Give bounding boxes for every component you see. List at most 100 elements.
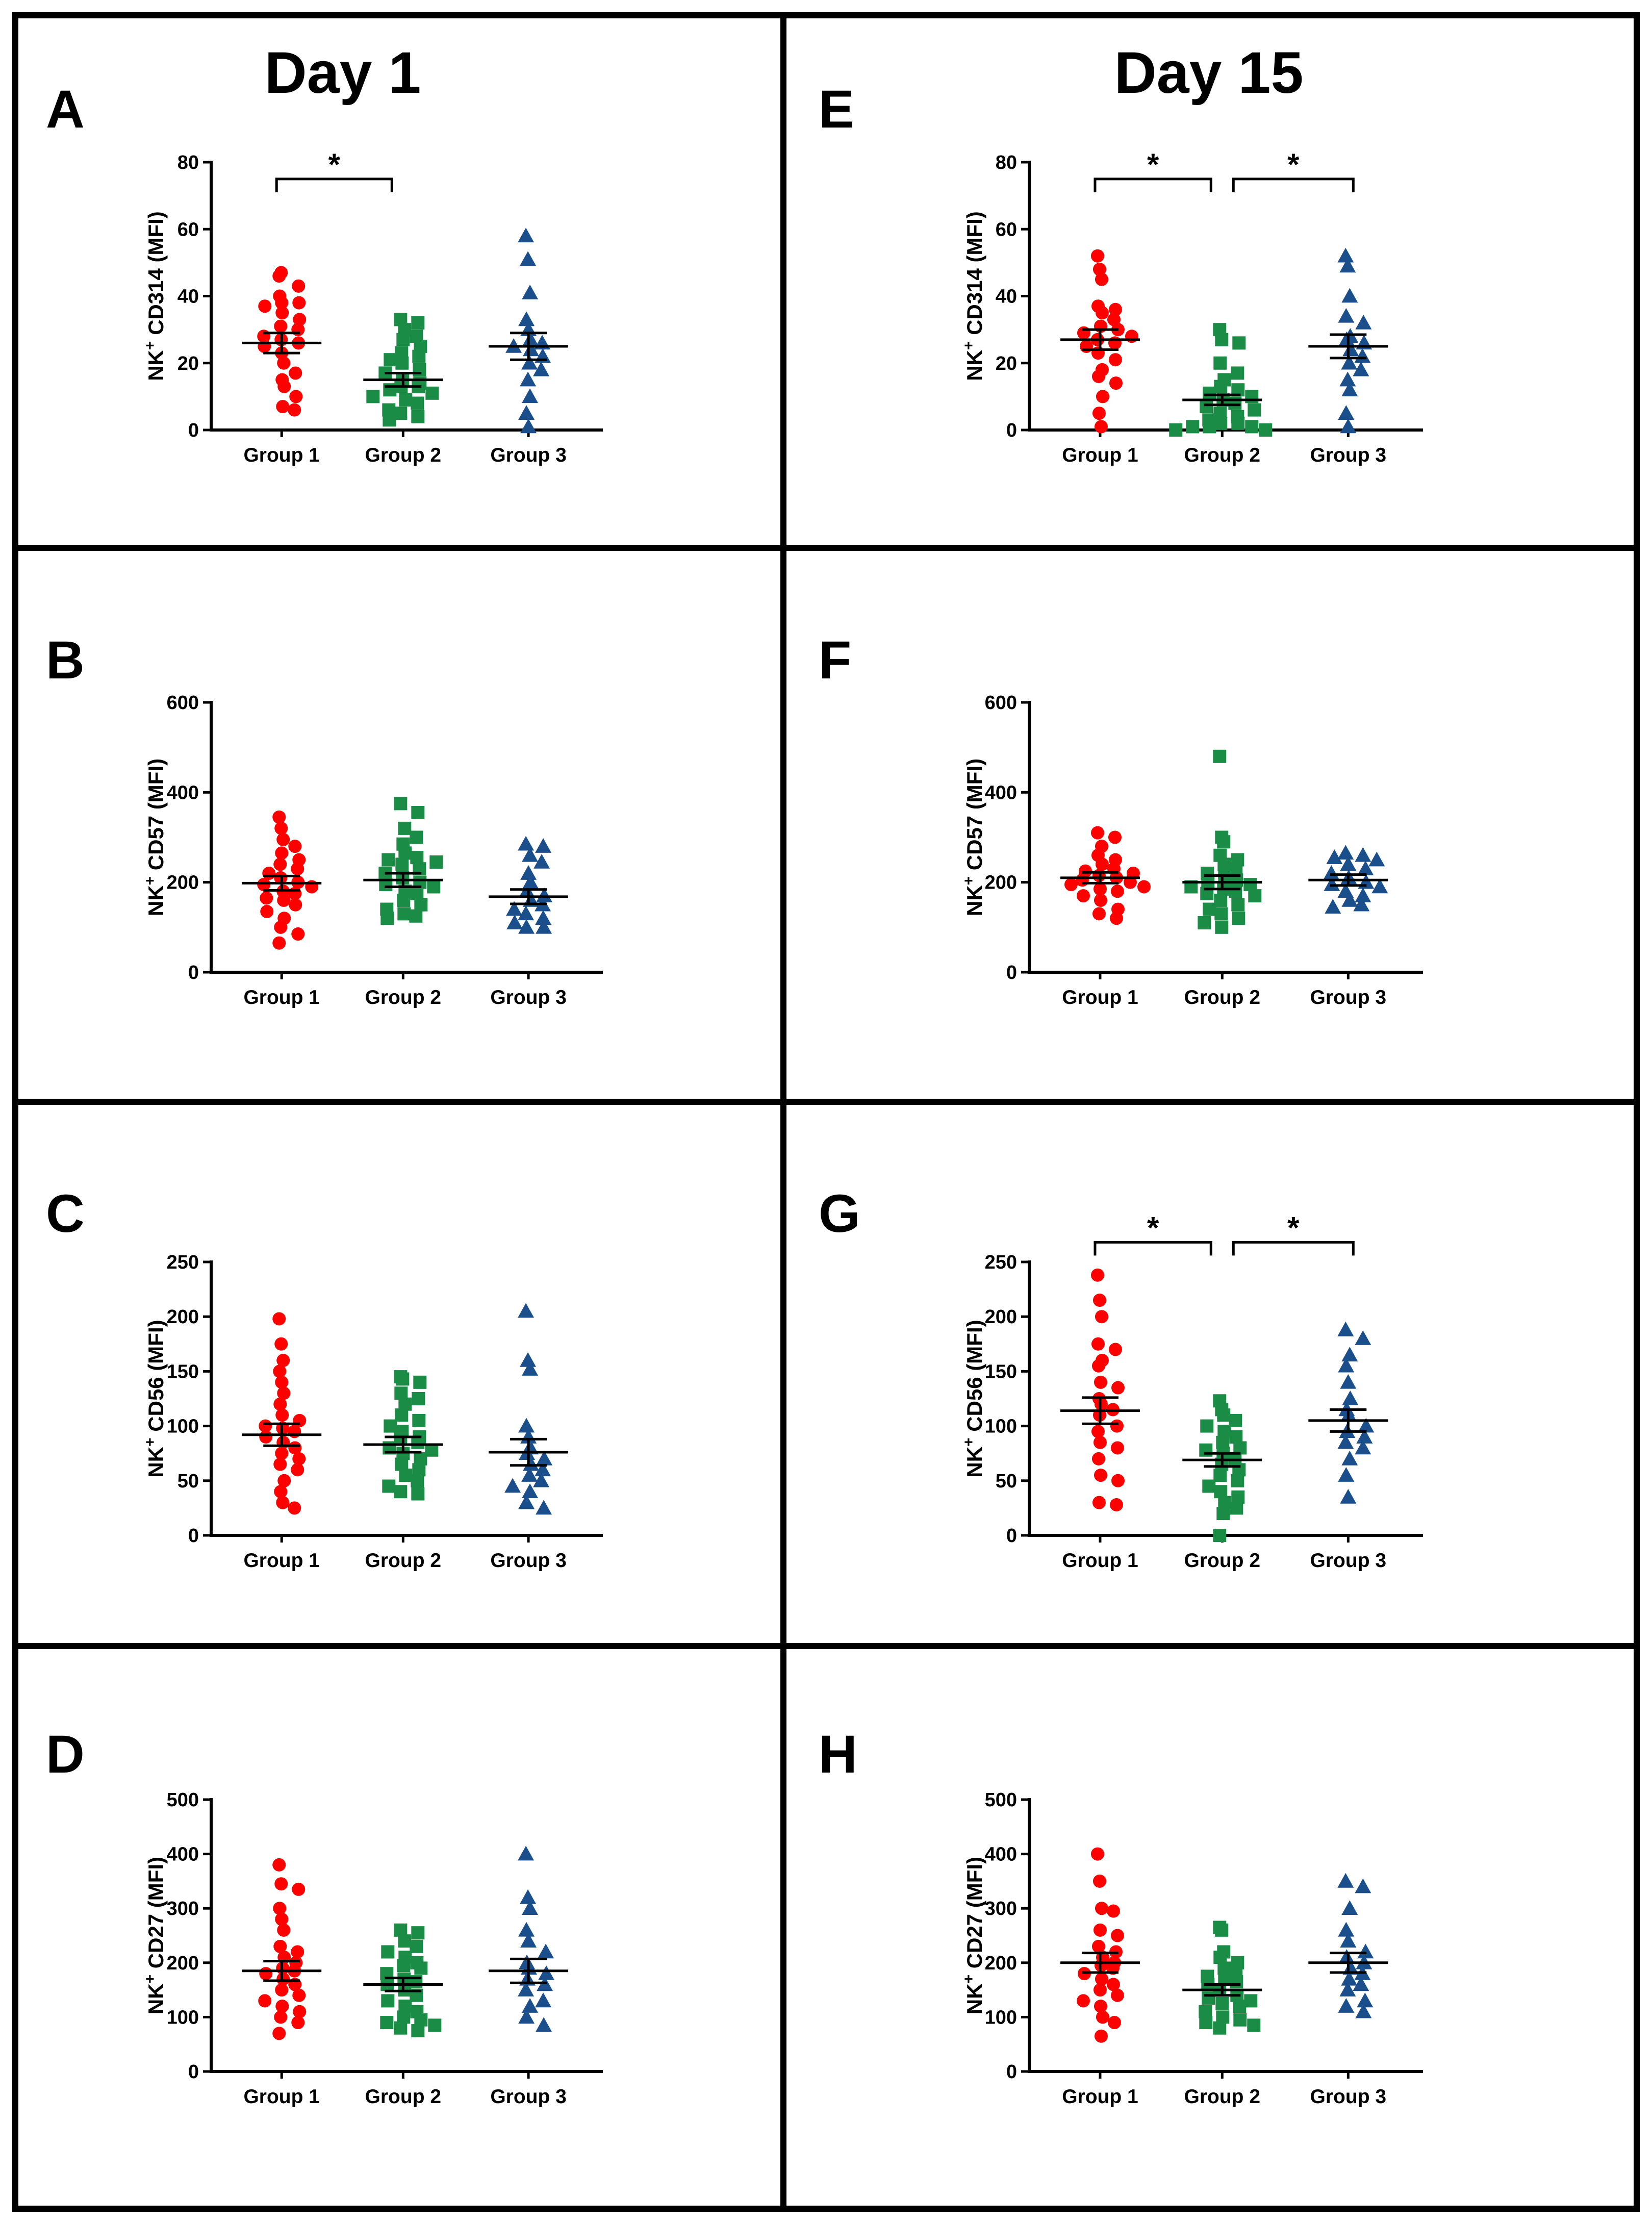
data-point: [288, 840, 302, 853]
data-point: [1217, 835, 1231, 849]
y-tick-label: 300: [985, 1898, 1017, 1919]
data-point: [260, 891, 273, 905]
data-point: [1355, 1439, 1371, 1455]
y-axis-title-suffix: CD27 (MFI): [962, 1857, 986, 1975]
data-point: [259, 1430, 273, 1444]
data-point: [1091, 1939, 1105, 1953]
y-tick-label: 400: [167, 1844, 199, 1865]
data-point: [1064, 878, 1078, 892]
data-point: [1108, 336, 1122, 350]
data-point: [411, 396, 424, 410]
data-point: [1093, 1983, 1107, 1997]
data-point: [398, 821, 412, 835]
data-point: [1340, 1374, 1357, 1389]
data-point: [1338, 1357, 1355, 1373]
data-point: [275, 1375, 289, 1389]
data-point: [1325, 899, 1341, 914]
data-point: [381, 1994, 395, 2008]
data-point: [1109, 1498, 1123, 1511]
data-point: [1342, 341, 1359, 357]
data-point: [1203, 420, 1216, 434]
data-point: [1215, 1996, 1229, 2010]
data-point: [292, 1452, 306, 1465]
data-point: [1137, 880, 1151, 894]
series-2: [363, 1923, 443, 2038]
x-category-label: Group 1: [243, 1550, 320, 1572]
data-point: [275, 306, 289, 320]
column-title-day15: Day 15: [1114, 40, 1304, 106]
y-axis-title-superscript: +: [142, 1975, 159, 1984]
data-point: [394, 407, 408, 420]
y-tick-label: 200: [167, 872, 199, 894]
series-3: [1308, 1321, 1388, 1504]
data-point: [1341, 1970, 1358, 1986]
data-point: [292, 1988, 306, 2002]
x-category-label: Group 2: [1184, 444, 1261, 466]
data-point: [1202, 1991, 1215, 2005]
data-point: [1095, 1902, 1108, 1915]
series-1: [1060, 1268, 1140, 1511]
data-point: [411, 316, 425, 330]
panel-h: H 0 100 200 300 400 500 Group 1 Group 2 Group 3 NK…: [819, 1725, 1423, 2108]
data-point: [1230, 1501, 1243, 1515]
data-point: [1324, 876, 1340, 891]
data-point: [518, 1922, 535, 1937]
data-point: [535, 910, 552, 925]
column-title-day1: Day 1: [265, 40, 421, 106]
data-point: [274, 2010, 288, 2024]
y-axis-title-prefix: NK: [962, 350, 986, 381]
data-point: [1340, 856, 1357, 871]
data-point: [520, 1352, 537, 1367]
data-point: [520, 1889, 537, 1904]
x-category-label: Group 3: [1310, 444, 1387, 466]
data-point: [258, 1994, 272, 2008]
y-tick-label: 20: [996, 353, 1017, 374]
y-tick-label: 250: [167, 1252, 199, 1273]
data-point: [398, 1934, 412, 1948]
data-point: [1095, 1310, 1108, 1324]
series-2: [363, 797, 443, 925]
y-axis-title-superscript: +: [142, 341, 159, 350]
y-tick-label: 40: [177, 286, 199, 308]
data-point: [1093, 1435, 1107, 1449]
data-point: [1337, 1434, 1354, 1449]
y-axis-title: NK+ CD314 (MFI): [960, 211, 986, 381]
data-point: [289, 898, 302, 912]
y-axis-title: NK+ CD56 (MFI): [960, 1320, 986, 1477]
data-point: [291, 862, 304, 876]
y-tick-label: 200: [167, 1306, 199, 1328]
data-point: [275, 1912, 289, 1926]
data-point: [395, 1408, 409, 1422]
x-category-label: Group 2: [365, 2086, 442, 2108]
y-tick-label: 100: [167, 2007, 199, 2028]
x-category-label: Group 3: [1310, 987, 1387, 1008]
data-point: [277, 893, 291, 907]
data-point: [1090, 1847, 1104, 1861]
data-point: [538, 1965, 555, 1980]
data-point: [384, 1419, 397, 1433]
y-tick-label: 0: [1006, 1525, 1017, 1547]
data-point: [397, 1959, 411, 1973]
data-point: [1353, 361, 1369, 376]
data-point: [1233, 2013, 1247, 2027]
data-point: [522, 284, 539, 299]
data-point: [520, 371, 537, 387]
data-point: [1111, 1474, 1125, 1487]
data-point: [383, 413, 396, 427]
panel-g: G 0 50 100 150 200 250 Group 1 Group 2 Group 3 NK+…: [819, 1184, 1423, 1572]
significance-bracket: [1232, 1241, 1355, 1256]
data-point: [291, 1945, 304, 1959]
series-2: [1182, 749, 1262, 934]
series-1: [1060, 249, 1140, 434]
data-point: [1125, 330, 1138, 343]
data-point: [395, 356, 409, 370]
data-point: [366, 390, 380, 403]
data-point: [1106, 1978, 1120, 1991]
data-point: [1090, 826, 1104, 840]
y-axis-title: NK+ CD57 (MFI): [142, 759, 168, 916]
y-axis-title: NK+ CD27 (MFI): [960, 1857, 986, 2014]
data-point: [1338, 405, 1355, 420]
y-tick-label: 60: [177, 219, 199, 240]
data-point: [275, 2000, 289, 2013]
data-point: [276, 400, 290, 414]
